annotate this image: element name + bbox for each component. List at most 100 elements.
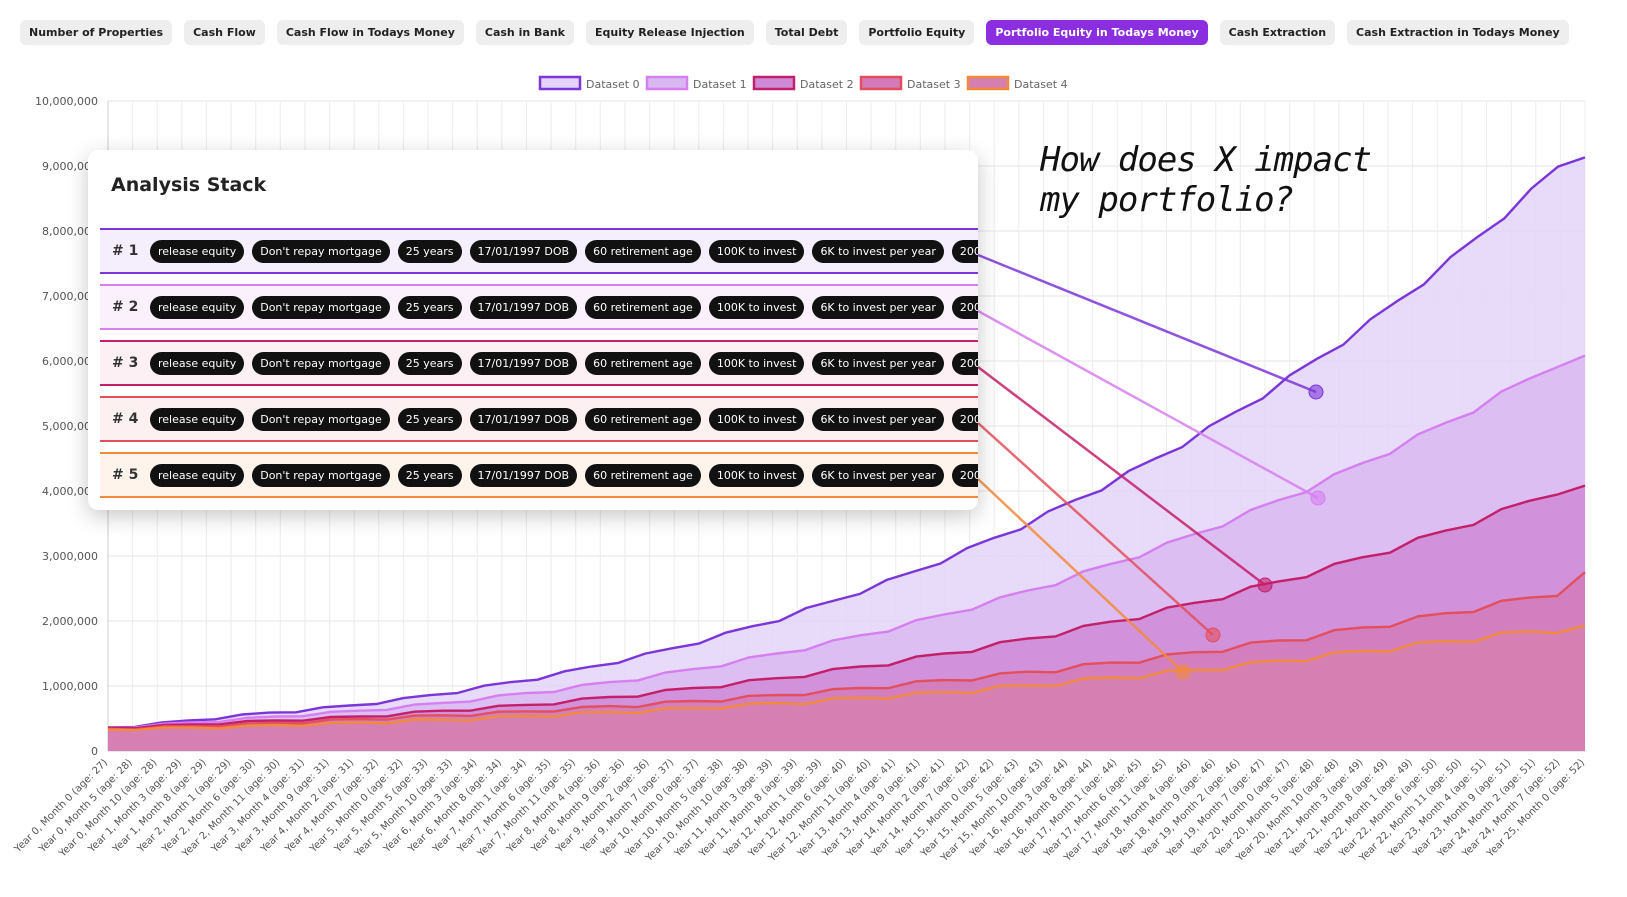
stack-row-pill[interactable]: 17/01/1997 DOB	[469, 239, 578, 263]
stack-row-1[interactable]: # 1 release equity Don't repay mortgage 25 …	[100, 228, 978, 274]
stack-row-number: # 3	[112, 355, 139, 371]
stack-row-pill[interactable]: 100K to invest	[708, 351, 805, 375]
x-axis: Year 0, Month 0 (age: 27)Year 0, Month 5…	[12, 757, 1587, 864]
stack-connectors	[977, 253, 1326, 680]
y-tick-label: 9,000,000	[42, 160, 98, 173]
series-line-1	[107, 354, 1586, 729]
stack-row-pill[interactable]: 6K to invest per year	[812, 239, 944, 263]
y-tick-label: 4,000,000	[42, 485, 98, 498]
stack-row-pill[interactable]: 200K model prop	[951, 463, 978, 487]
stack-row-number: # 5	[112, 467, 139, 483]
y-tick-label: 3,000,000	[42, 550, 98, 563]
stack-row-pill[interactable]: 17/01/1997 DOB	[469, 295, 578, 319]
connector-point-5	[1175, 664, 1191, 680]
stack-row-pill[interactable]: release equity	[150, 407, 245, 431]
y-tick-label: 1,000,000	[42, 680, 98, 693]
connector-point-3	[1257, 577, 1273, 593]
stack-row-pill[interactable]: 60 retirement age	[585, 463, 701, 487]
stack-row-pill[interactable]: 100K to invest	[708, 295, 805, 319]
connector-line-5	[977, 478, 1184, 673]
connector-line-3	[977, 366, 1266, 586]
stack-row-pill[interactable]: 100K to invest	[708, 463, 805, 487]
stack-row-pill[interactable]: 60 retirement age	[585, 351, 701, 375]
stack-row-pill[interactable]: 6K to invest per year	[812, 351, 944, 375]
connector-line-2	[977, 309, 1319, 500]
tab-equity-release-injection[interactable]: Equity Release Injection	[585, 20, 754, 45]
legend-swatch	[752, 75, 796, 91]
tab-cash-flow[interactable]: Cash Flow	[184, 20, 265, 45]
handwritten-annotation: How does X impact my portfolio?	[1040, 140, 1372, 220]
legend-label: Dataset 3	[907, 78, 961, 91]
stack-row-pill[interactable]: release equity	[150, 351, 245, 375]
stack-row-pill[interactable]: Don't repay mortgage	[252, 463, 390, 487]
stack-row-pill[interactable]: 25 years	[397, 295, 462, 319]
stack-row-3[interactable]: # 3 release equity Don't repay mortgage 25 …	[100, 340, 978, 386]
series-line-2	[107, 484, 1586, 730]
stack-row-pill[interactable]: 200K model prop	[951, 407, 978, 431]
stack-row-pill[interactable]: Don't repay mortgage	[252, 351, 390, 375]
legend-swatch	[966, 75, 1010, 91]
stack-row-4[interactable]: # 4 release equity Don't repay mortgage 25 …	[100, 396, 978, 442]
y-tick-label: 2,000,000	[42, 615, 98, 628]
legend-label: Dataset 0	[586, 78, 640, 91]
stack-row-pill[interactable]: Don't repay mortgage	[252, 239, 390, 263]
stack-row-pill[interactable]: 100K to invest	[708, 407, 805, 431]
legend-label: Dataset 1	[693, 78, 747, 91]
chart-lines	[107, 156, 1586, 732]
legend-swatch	[859, 75, 903, 91]
connector-line-4	[977, 422, 1214, 636]
stack-row-pill[interactable]: 25 years	[397, 407, 462, 431]
chart-legend: Dataset 0 Dataset 1 Dataset 2 Dataset 3 Data…	[538, 75, 1068, 91]
series-line-0	[107, 156, 1586, 729]
connector-point-4	[1205, 627, 1221, 643]
y-tick-label: 5,000,000	[42, 420, 98, 433]
stack-row-pill[interactable]: Don't repay mortgage	[252, 295, 390, 319]
stack-row-pill[interactable]: 6K to invest per year	[812, 295, 944, 319]
stack-row-pill[interactable]: 17/01/1997 DOB	[469, 407, 578, 431]
tab-cash-extraction-in-todays-money[interactable]: Cash Extraction in Todays Money	[1347, 20, 1569, 45]
tab-total-debt[interactable]: Total Debt	[765, 20, 848, 45]
stack-row-pill[interactable]: release equity	[150, 239, 245, 263]
stack-row-pill[interactable]: 60 retirement age	[585, 239, 701, 263]
tab-number-of-properties[interactable]: Number of Properties	[20, 20, 173, 45]
annotation-line-1: How does X impact	[1040, 140, 1372, 180]
annotation-line-2: my portfolio?	[1040, 180, 1294, 220]
stack-row-2[interactable]: # 2 release equity Don't repay mortgage 25 …	[100, 284, 978, 330]
stack-row-pill[interactable]: 17/01/1997 DOB	[469, 463, 578, 487]
analysis-stack-panel: Analysis Stack # 1 release equity Don't re…	[88, 150, 978, 510]
tab-portfolio-equity[interactable]: Portfolio Equity	[859, 20, 975, 45]
stack-row-pill[interactable]: release equity	[150, 463, 245, 487]
legend-swatch	[538, 75, 582, 91]
stack-row-pill[interactable]: 6K to invest per year	[812, 407, 944, 431]
stack-row-pill[interactable]: 200K model prop	[951, 239, 978, 263]
stack-row-pill[interactable]: 6K to invest per year	[812, 463, 944, 487]
stack-row-pill[interactable]: 200K model prop	[951, 295, 978, 319]
stack-row-pill[interactable]: 25 years	[397, 351, 462, 375]
stack-row-pill[interactable]: 25 years	[397, 239, 462, 263]
legend-label: Dataset 4	[1014, 78, 1068, 91]
stack-row-number: # 4	[112, 411, 139, 427]
tab-cash-extraction[interactable]: Cash Extraction	[1219, 20, 1336, 45]
stack-row-pill[interactable]: 60 retirement age	[585, 407, 701, 431]
chart-tabs: Number of Properties Cash Flow Cash Flow i…	[20, 20, 1569, 45]
stack-row-number: # 1	[112, 243, 139, 259]
stack-row-pill[interactable]: 25 years	[397, 463, 462, 487]
y-axis: 0 1,000,000 2,000,000 3,000,000 4,000,000 5,0…	[35, 95, 98, 758]
stack-row-pill[interactable]: 200K model prop	[951, 351, 978, 375]
y-tick-label: 8,000,000	[42, 225, 98, 238]
series-line-3	[107, 571, 1586, 731]
stack-row-pill[interactable]: 60 retirement age	[585, 295, 701, 319]
stack-row-number: # 2	[112, 299, 139, 315]
tab-cash-in-bank[interactable]: Cash in Bank	[475, 20, 574, 45]
stack-row-pill[interactable]: 17/01/1997 DOB	[469, 351, 578, 375]
tab-portfolio-equity-in-todays-money[interactable]: Portfolio Equity in Todays Money	[986, 20, 1208, 45]
stack-row-pill[interactable]: Don't repay mortgage	[252, 407, 390, 431]
stack-row-pill[interactable]: 100K to invest	[708, 239, 805, 263]
stack-row-pill[interactable]: release equity	[150, 295, 245, 319]
stack-row-5[interactable]: # 5 release equity Don't repay mortgage 25 …	[100, 452, 978, 498]
y-tick-label: 6,000,000	[42, 355, 98, 368]
tab-cash-flow-in-todays-money[interactable]: Cash Flow in Todays Money	[276, 20, 464, 45]
legend-swatch	[645, 75, 689, 91]
connector-point-2	[1310, 490, 1326, 506]
